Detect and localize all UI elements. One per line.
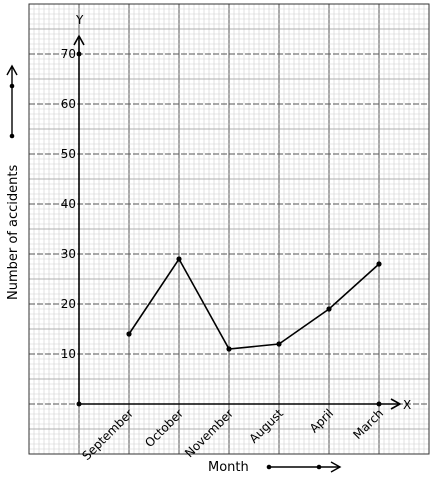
grid-border: [28, 3, 430, 455]
y-tick-label: 50: [61, 147, 76, 161]
y-tick-label: 40: [61, 197, 76, 211]
graph-paper-grid: [28, 3, 430, 455]
x-tick-label: April: [307, 406, 336, 435]
y-tick-label: 10: [61, 347, 76, 361]
y-tick-label: 20: [61, 297, 76, 311]
series-line: [128, 257, 380, 350]
data-point: [226, 346, 232, 352]
x-direction-arrowhead: [330, 461, 342, 473]
y-axis-title: Number of accidents: [6, 165, 21, 300]
x-tick-label: August: [247, 406, 287, 446]
chart-labels: Y X Month Number of accidents: [6, 13, 411, 475]
data-point: [376, 261, 382, 267]
y-tick-label: 60: [61, 97, 76, 111]
y-direction-arrowhead: [6, 64, 18, 76]
x-axis-end-point: [376, 401, 382, 407]
origin-point: [76, 401, 82, 407]
x-direction-dot: [266, 464, 272, 470]
x-axis-title: Month: [208, 460, 249, 475]
arrow-decorations: [6, 64, 342, 473]
data-series: [126, 256, 382, 352]
data-point: [276, 341, 282, 347]
y-axis-letter: Y: [75, 13, 84, 27]
x-axis-arrowhead: [390, 398, 402, 410]
y-tick-label: 70: [61, 47, 76, 61]
y-axis-top-point: [76, 51, 82, 57]
y-direction-dot: [9, 83, 15, 89]
y-tick-label: 30: [61, 247, 76, 261]
y-direction-dot: [9, 133, 15, 139]
data-point: [126, 331, 132, 337]
x-direction-dot: [316, 464, 322, 470]
y-axis-arrowhead: [73, 34, 85, 46]
data-point: [326, 306, 332, 312]
x-axis-letter: X: [403, 398, 411, 412]
data-point: [176, 256, 182, 262]
